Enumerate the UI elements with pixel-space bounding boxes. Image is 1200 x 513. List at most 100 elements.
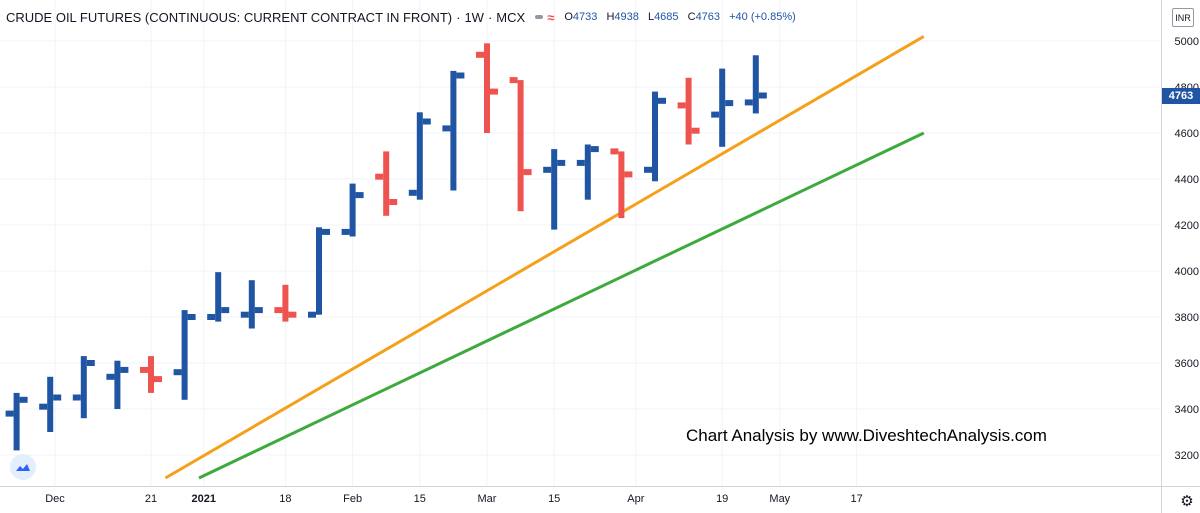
bar-close-tick — [624, 171, 633, 178]
ohlc-bar[interactable] — [576, 144, 599, 200]
bar-close-tick — [725, 100, 734, 107]
symbol-title[interactable]: CRUDE OIL FUTURES (CONTINUOUS: CURRENT C… — [6, 9, 453, 25]
bar-close-tick — [557, 159, 566, 166]
cloud-icon — [16, 464, 30, 471]
ohlc-bar[interactable] — [173, 310, 196, 400]
bar-open-tick — [140, 366, 148, 373]
low-label: L — [647, 11, 655, 23]
chart-legend: CRUDE OIL FUTURES (CONTINUOUS: CURRENT C… — [6, 8, 796, 26]
ohlc-bar[interactable] — [476, 43, 498, 133]
bar-range — [383, 151, 390, 216]
watermark-text: Chart Analysis by www.DiveshtechAnalysis… — [686, 426, 1047, 445]
gear-icon[interactable]: ⚙ — [1180, 493, 1194, 510]
ohlc-bar[interactable] — [610, 148, 633, 219]
bar-close-tick — [187, 314, 196, 320]
bar-open-tick — [476, 51, 484, 58]
price-tick-label: 3200 — [1175, 450, 1199, 462]
bar-close-tick — [758, 92, 767, 99]
bar-range — [47, 376, 54, 432]
bar-range — [584, 144, 591, 200]
visibility-toggle[interactable]: ≈ — [535, 10, 554, 25]
time-tick-label: Apr — [627, 493, 644, 505]
ohlc-bar[interactable] — [644, 91, 666, 182]
bar-open-tick — [543, 166, 552, 173]
ohlc-bar[interactable] — [509, 77, 532, 212]
bar-close-tick — [490, 88, 498, 95]
bar-range — [618, 151, 625, 219]
currency-badge[interactable]: INR — [1172, 8, 1194, 27]
ohlc-bar[interactable] — [711, 68, 734, 147]
bar-range — [114, 360, 121, 409]
ohlc-bar[interactable] — [408, 112, 431, 200]
ohlc-bar[interactable] — [240, 280, 263, 329]
bar-open-tick — [442, 125, 451, 132]
price-axis[interactable]: 3200340036003800400042004400460048005000 — [1161, 0, 1200, 513]
ohlc-bar[interactable] — [39, 376, 62, 432]
ohlc-bar[interactable] — [744, 55, 767, 114]
time-tick-label: 15 — [414, 493, 426, 505]
bar-open-tick — [711, 111, 720, 118]
bar-range — [316, 227, 322, 315]
ohlc-bar[interactable] — [543, 149, 566, 230]
bar-open-tick — [576, 159, 585, 166]
bar-range — [685, 77, 692, 145]
bar-range — [248, 280, 255, 329]
tradingview-cloud-icon[interactable] — [10, 454, 36, 480]
ohlc-bar[interactable] — [72, 356, 95, 419]
ohlc-bar[interactable] — [106, 360, 129, 409]
time-axis[interactable]: Dec 21 2021 18 Feb 15 Mar 15 Apr 19 May 17 — [0, 486, 1200, 506]
price-tick-label: 3600 — [1175, 358, 1199, 370]
bar-open-tick — [240, 311, 249, 318]
bar-range — [282, 284, 289, 322]
grid-lines — [0, 0, 1161, 486]
bar-open-tick — [644, 166, 652, 173]
bar-close-tick — [590, 146, 599, 153]
bar-open-tick — [5, 410, 14, 417]
last-price-badge: 4763 — [1162, 88, 1200, 104]
time-tick-label: Mar — [478, 493, 497, 505]
open-label: O — [564, 11, 573, 23]
high-value: 4938 — [614, 11, 639, 23]
separator-dot: · — [487, 9, 493, 25]
price-tick-label: 4600 — [1175, 128, 1199, 140]
bar-close-tick — [86, 360, 95, 366]
bar-open-tick — [207, 314, 216, 320]
ohlc-bar[interactable] — [341, 183, 364, 237]
ohlc-bar[interactable] — [375, 151, 398, 216]
bar-open-tick — [408, 189, 417, 196]
ohlc-bar[interactable] — [207, 272, 230, 322]
ohlc-bar[interactable] — [308, 227, 330, 318]
close-label: C — [687, 11, 696, 23]
ohlc-bar[interactable] — [442, 70, 465, 191]
ohlc-bar[interactable] — [274, 284, 297, 322]
wave-icon: ≈ — [547, 9, 555, 25]
eye-toggle-icon[interactable] — [535, 15, 544, 19]
bar-close-tick — [658, 97, 666, 104]
bar-close-tick — [456, 72, 465, 79]
bar-close-tick — [422, 118, 431, 125]
open-value: 4733 — [572, 11, 598, 23]
bar-range — [551, 149, 558, 230]
price-tick-label: 3400 — [1175, 404, 1199, 416]
time-tick-label: 15 — [548, 493, 560, 505]
bar-range — [719, 68, 726, 147]
interval-label[interactable]: 1W — [464, 9, 484, 25]
bar-close-tick — [355, 192, 364, 199]
bar-range — [215, 272, 222, 322]
ohlc-bar[interactable] — [677, 77, 700, 145]
bar-close-tick — [154, 376, 162, 383]
bar-open-tick — [308, 311, 316, 318]
exchange-label: MCX — [496, 9, 526, 25]
trendlines — [164, 35, 925, 480]
bar-range — [652, 91, 658, 182]
bar-open-tick — [375, 173, 384, 180]
ohlc-bar[interactable] — [5, 392, 28, 451]
bar-close-tick — [389, 199, 398, 205]
bar-range — [148, 356, 154, 393]
time-tick-label: 21 — [145, 493, 157, 505]
bar-open-tick — [610, 148, 619, 155]
ohlc-bar[interactable] — [140, 356, 162, 393]
bar-open-tick — [341, 228, 350, 235]
bar-close-tick — [221, 307, 230, 314]
